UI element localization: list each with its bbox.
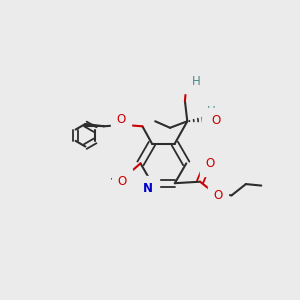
Text: O: O [116, 113, 125, 126]
Text: O: O [211, 114, 220, 127]
Text: O: O [185, 75, 195, 88]
Text: O: O [117, 175, 126, 188]
Text: H: H [191, 75, 200, 88]
Text: H: H [207, 105, 216, 118]
Text: O: O [206, 158, 215, 170]
Text: N: N [143, 182, 153, 195]
Text: O: O [213, 189, 223, 202]
